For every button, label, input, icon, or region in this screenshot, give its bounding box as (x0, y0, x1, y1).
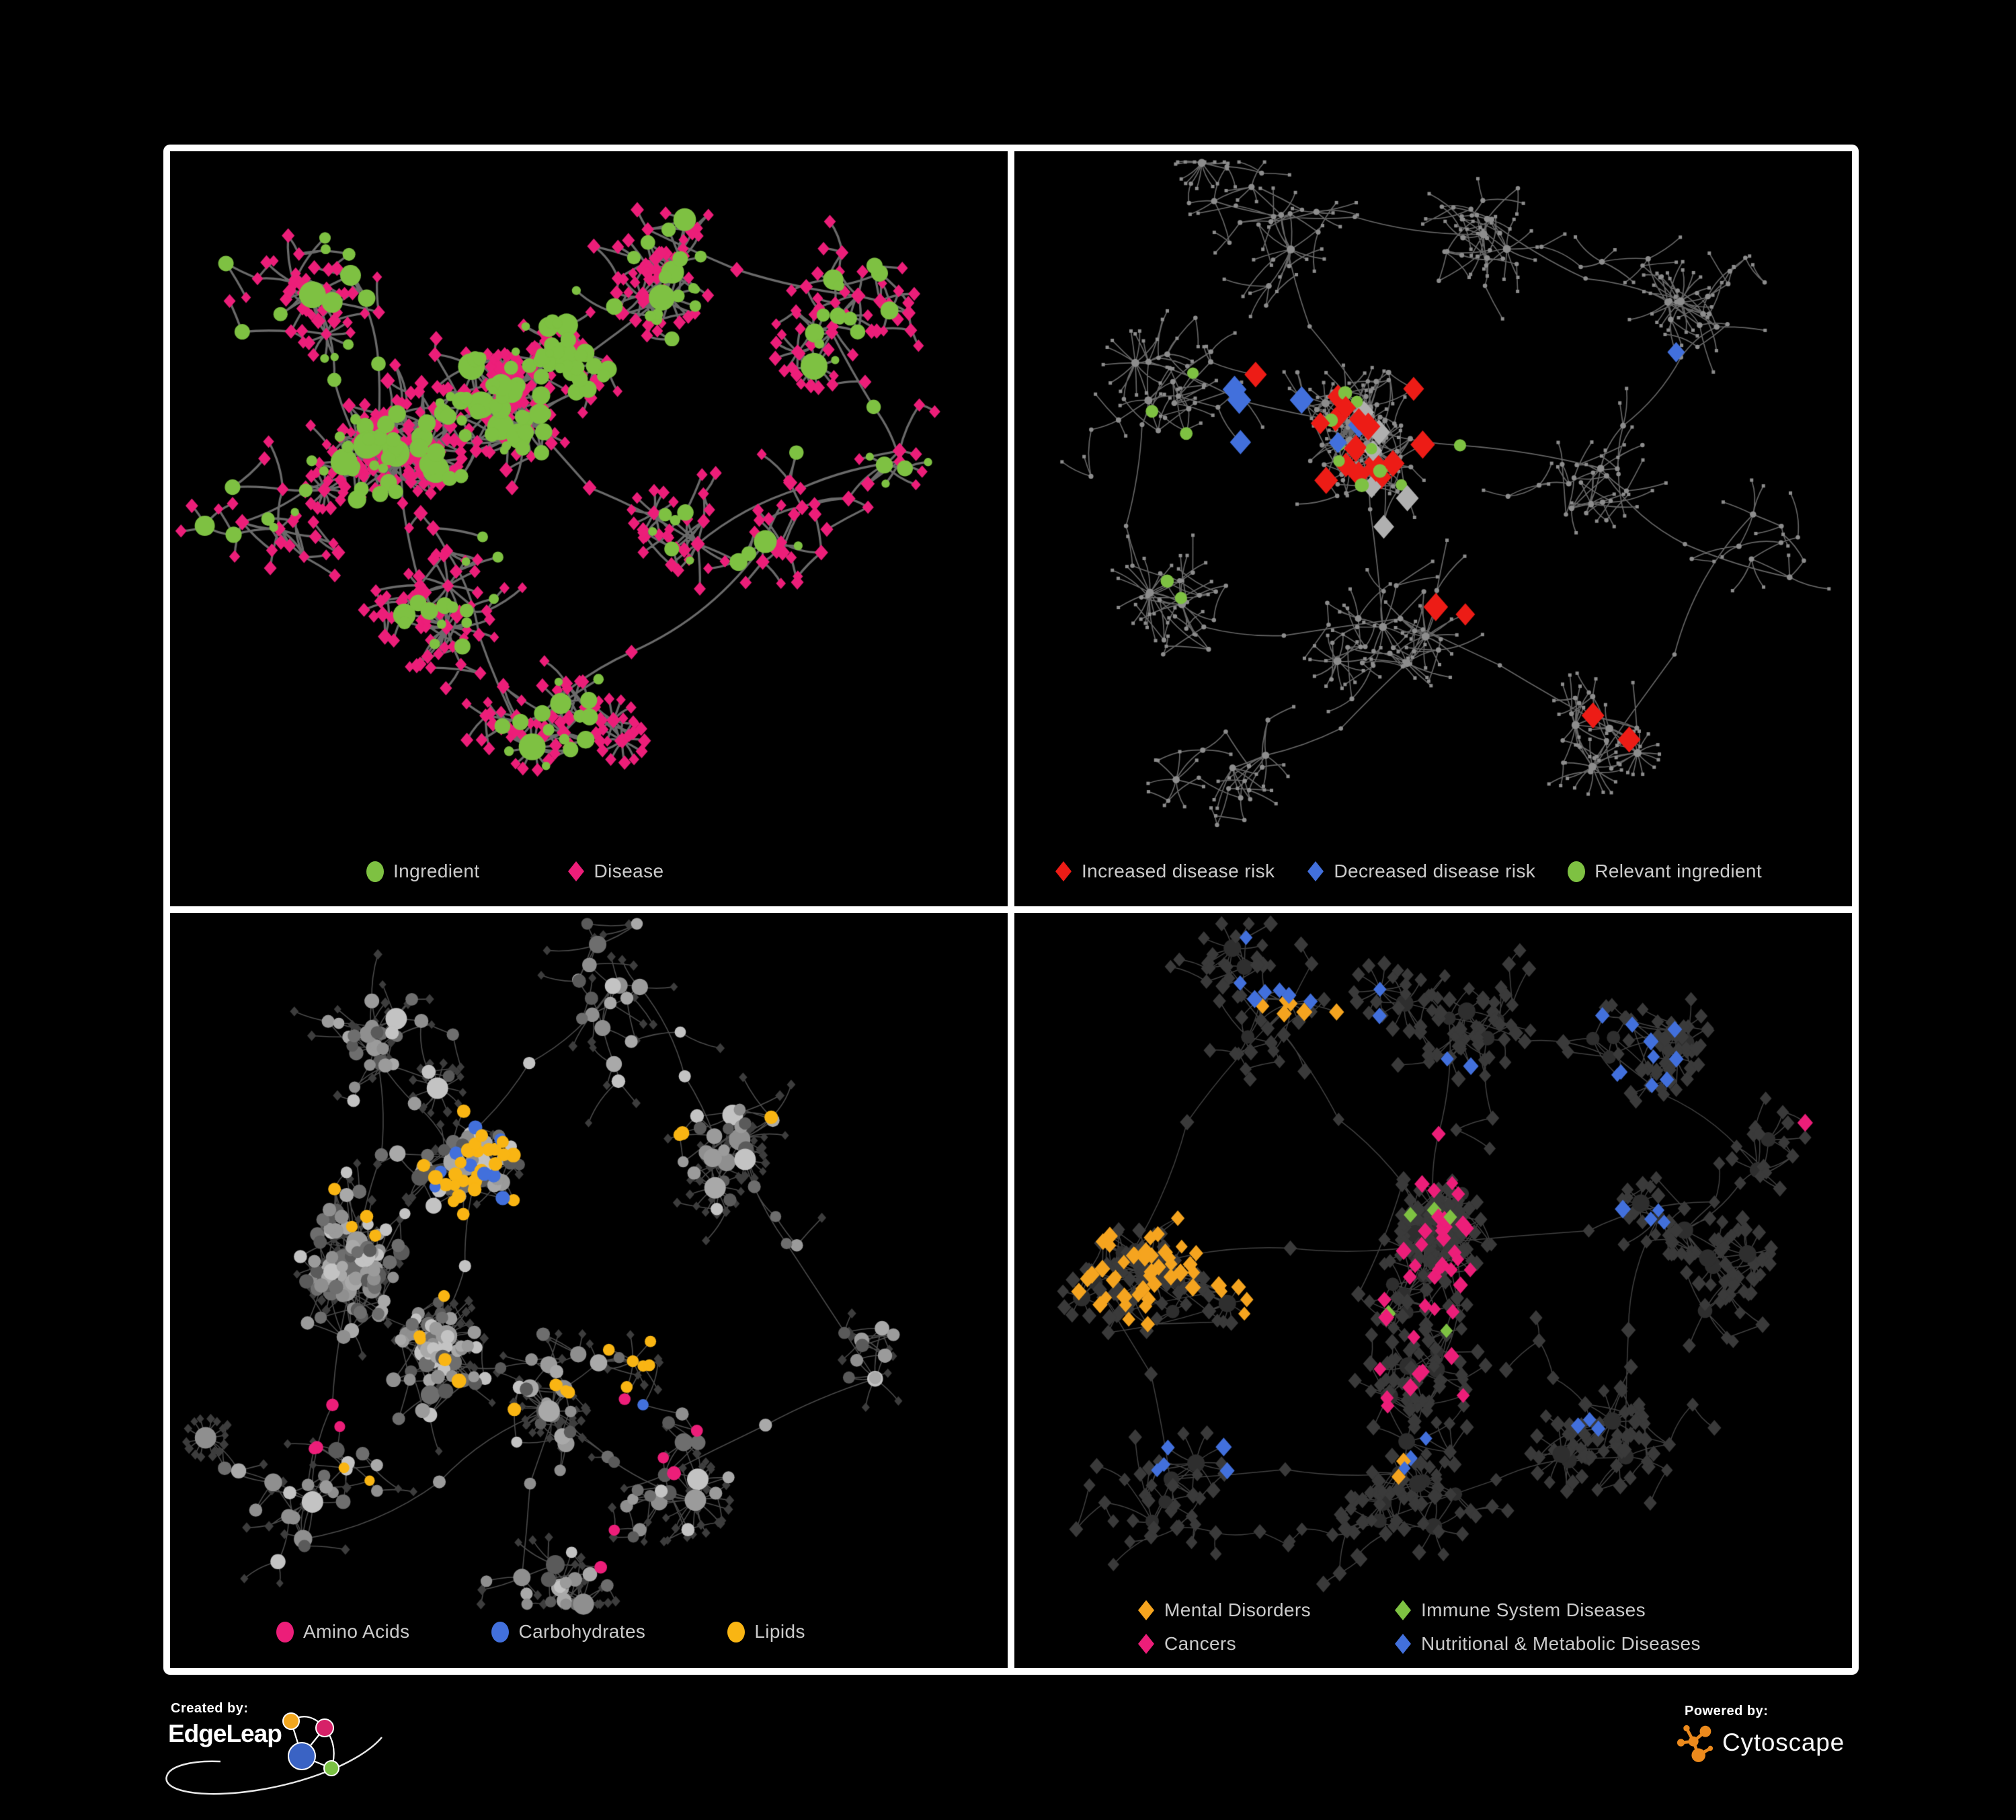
legend-label: Cancers (1164, 1633, 1237, 1654)
legend-label: Mental Disorders (1164, 1599, 1312, 1620)
legend-label: Ingredient (393, 861, 480, 881)
yellow-circle-swatch-icon (727, 1621, 745, 1643)
legend-item: Relevant ingredient (1568, 861, 1762, 882)
cytoscape-logo-icon (1677, 1725, 1713, 1762)
panel-disease-classes: Mental Disorders Immune System Diseases Ca… (1014, 913, 1852, 1668)
pink-diamond-swatch-icon (567, 861, 584, 881)
legend-item: Ingredient (366, 861, 480, 882)
orange-diamond-swatch-icon (1138, 1600, 1154, 1620)
legend-label: Nutritional & Metabolic Diseases (1421, 1633, 1701, 1654)
edgeleap-wordmark: EdgeLeap (168, 1720, 282, 1747)
legend-label: Increased disease risk (1082, 861, 1275, 881)
legend-label: Immune System Diseases (1421, 1599, 1646, 1620)
legend-disease-risk: Increased disease risk Decreased disease … (1055, 861, 1762, 882)
network-canvas-ingredient-classes (170, 913, 1008, 1668)
red-diamond-swatch-icon (1055, 861, 1072, 881)
pink-circle-swatch-icon (276, 1621, 294, 1643)
legend-label: Lipids (754, 1621, 805, 1642)
legend-item: Amino Acids (276, 1621, 409, 1643)
network-canvas-ingredient-disease (170, 151, 1008, 906)
legend-label: Relevant ingredient (1595, 861, 1763, 881)
legend-item: Cancers (1137, 1633, 1394, 1655)
created-by-label: Created by: (171, 1701, 249, 1716)
legend-item: Mental Disorders (1137, 1599, 1394, 1621)
legend-label: Decreased disease risk (1334, 861, 1536, 881)
pink-diamond-swatch-icon (1138, 1634, 1154, 1654)
legend-ingredient-classes: Amino Acids Carbohydrates Lipids (276, 1621, 805, 1643)
blue-circle-swatch-icon (491, 1621, 510, 1643)
blue-diamond-swatch-icon (1395, 1634, 1411, 1654)
panel-disease-risk: Increased disease risk Decreased disease … (1014, 151, 1852, 906)
powered-by-label: Powered by: (1685, 1704, 1769, 1718)
green-diamond-swatch-icon (1395, 1600, 1411, 1620)
cytoscape-wordmark: Cytoscape (1722, 1729, 1845, 1756)
legend-item: Decreased disease risk (1307, 861, 1535, 882)
edgeleap-logo-icon (282, 1712, 339, 1776)
blue-diamond-swatch-icon (1307, 861, 1324, 881)
legend-item: Immune System Diseases (1394, 1599, 1701, 1621)
panel-ingredient-disease: Ingredient Disease (170, 151, 1008, 906)
green-circle-swatch-icon (366, 861, 384, 882)
panel-ingredient-classes: Amino Acids Carbohydrates Lipids (170, 913, 1008, 1668)
legend-item: Nutritional & Metabolic Diseases (1394, 1633, 1701, 1655)
edgeleap-credit: Created by: EdgeLeap (161, 1693, 497, 1817)
legend-label: Disease (594, 861, 664, 881)
green-circle-swatch-icon (1568, 861, 1586, 882)
edgeleap-swoosh-graphic (165, 1737, 382, 1795)
network-canvas-disease-risk (1014, 151, 1852, 906)
legend-item: Carbohydrates (491, 1621, 645, 1643)
legend-label: Amino Acids (303, 1621, 410, 1642)
legend-item: Disease (567, 861, 664, 882)
network-canvas-disease-classes (1014, 913, 1852, 1668)
legend-item: Lipids (727, 1621, 805, 1643)
legend-item: Increased disease risk (1055, 861, 1275, 882)
cytoscape-credit: Powered by: Cytoscape (1677, 1704, 1845, 1762)
legend-disease-classes: Mental Disorders Immune System Diseases Ca… (1137, 1599, 1701, 1655)
legend-ingredient-disease: Ingredient Disease (366, 861, 664, 882)
legend-label: Carbohydrates (518, 1621, 646, 1642)
figure-frame: Ingredient Disease Increased disease risk… (163, 145, 1859, 1675)
